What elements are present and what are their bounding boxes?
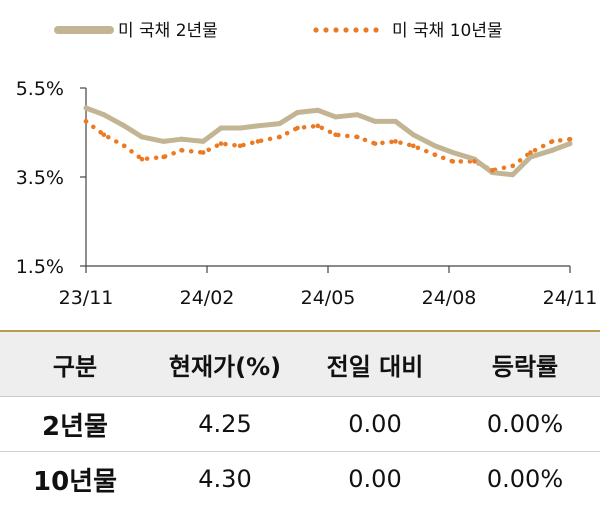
- yield-table: 구분 현재가(%) 전일 대비 등락률 2년물 4.25 0.00 0.00% …: [0, 330, 600, 506]
- data-point-10y: [411, 144, 416, 149]
- data-point-2y: [101, 112, 106, 117]
- data-point-10y: [219, 141, 224, 146]
- data-point-10y: [510, 164, 515, 169]
- table-row: 10년물 4.30 0.00 0.00%: [0, 452, 600, 506]
- data-point-10y: [179, 148, 184, 153]
- data-point-2y: [84, 106, 89, 111]
- data-point-2y: [140, 134, 145, 139]
- data-point-2y: [255, 123, 260, 128]
- cell-change-rate: 0.00%: [450, 397, 600, 452]
- data-point-2y: [411, 132, 416, 137]
- data-point-2y: [333, 114, 338, 119]
- data-point-10y: [277, 135, 282, 140]
- cell-current-price: 4.25: [150, 397, 300, 452]
- table-header-row: 구분 현재가(%) 전일 대비 등락률: [0, 331, 600, 397]
- data-point-2y: [355, 112, 360, 117]
- data-point-10y: [472, 159, 477, 164]
- data-point-10y: [256, 139, 261, 144]
- row-label: 2년물: [0, 397, 150, 452]
- header-change-rate: 등락률: [450, 331, 600, 397]
- header-category: 구분: [0, 331, 150, 397]
- header-daily-change: 전일 대비: [300, 331, 450, 397]
- data-point-2y: [450, 150, 455, 155]
- yield-chart: 미 국채 2년물 미 국채 10년물 5.5% 3.5% 1.5% 23/11 24/…: [0, 0, 600, 330]
- legend-swatch-10y: [313, 27, 378, 32]
- data-point-10y: [568, 137, 573, 142]
- data-point-10y: [201, 150, 206, 155]
- data-point-10y: [102, 132, 107, 137]
- data-point-2y: [373, 119, 378, 124]
- series-line-2y: [86, 108, 570, 175]
- data-point-10y: [238, 144, 243, 149]
- data-point-2y: [219, 126, 224, 131]
- data-point-2y: [510, 172, 515, 177]
- data-point-10y: [373, 141, 378, 146]
- y-tick-label: 5.5%: [16, 78, 64, 100]
- data-point-10y: [528, 150, 533, 155]
- row-label: 10년물: [0, 452, 150, 506]
- data-point-10y: [333, 132, 338, 137]
- cell-daily-change: 0.00: [300, 397, 450, 452]
- data-point-2y: [122, 123, 127, 128]
- y-tick-label: 1.5%: [16, 256, 64, 278]
- data-point-2y: [238, 126, 243, 131]
- legend: 미 국채 2년물 미 국채 10년물: [58, 21, 503, 41]
- data-point-2y: [179, 137, 184, 142]
- data-point-2y: [201, 139, 206, 144]
- data-point-2y: [315, 108, 320, 113]
- table-row: 2년물 4.25 0.00 0.00%: [0, 397, 600, 452]
- cell-current-price: 4.30: [150, 452, 300, 506]
- data-point-10y: [433, 152, 438, 157]
- data-point-10y: [316, 124, 321, 129]
- series-line-10y: [86, 121, 570, 170]
- data-point-2y: [528, 154, 533, 159]
- data-point-10y: [161, 155, 166, 160]
- cell-change-rate: 0.00%: [450, 452, 600, 506]
- data-point-2y: [550, 148, 555, 153]
- legend-label-2y: 미 국채 2년물: [118, 21, 218, 41]
- data-point-10y: [84, 119, 89, 124]
- x-tick-label: 24/11: [543, 287, 598, 309]
- data-point-2y: [295, 110, 300, 115]
- data-point-10y: [490, 168, 495, 173]
- data-point-10y: [550, 139, 555, 144]
- data-point-2y: [432, 143, 437, 148]
- plot-area: [84, 106, 573, 178]
- data-point-10y: [140, 157, 145, 162]
- data-point-2y: [393, 119, 398, 124]
- x-tick-label: 24/08: [422, 287, 477, 309]
- data-point-10y: [295, 126, 300, 131]
- x-tick-label: 24/02: [180, 287, 235, 309]
- header-current-price: 현재가(%): [150, 331, 300, 397]
- cell-daily-change: 0.00: [300, 452, 450, 506]
- data-point-2y: [161, 139, 166, 144]
- y-tick-label: 3.5%: [16, 167, 64, 189]
- data-point-2y: [277, 121, 282, 126]
- x-tick-label: 23/11: [59, 287, 114, 309]
- data-point-10y: [451, 159, 456, 164]
- data-point-10y: [393, 139, 398, 144]
- data-point-10y: [355, 135, 360, 140]
- x-tick-label: 24/05: [301, 287, 356, 309]
- data-point-2y: [568, 141, 573, 146]
- data-point-10y: [122, 144, 127, 149]
- legend-label-10y: 미 국채 10년물: [392, 21, 503, 41]
